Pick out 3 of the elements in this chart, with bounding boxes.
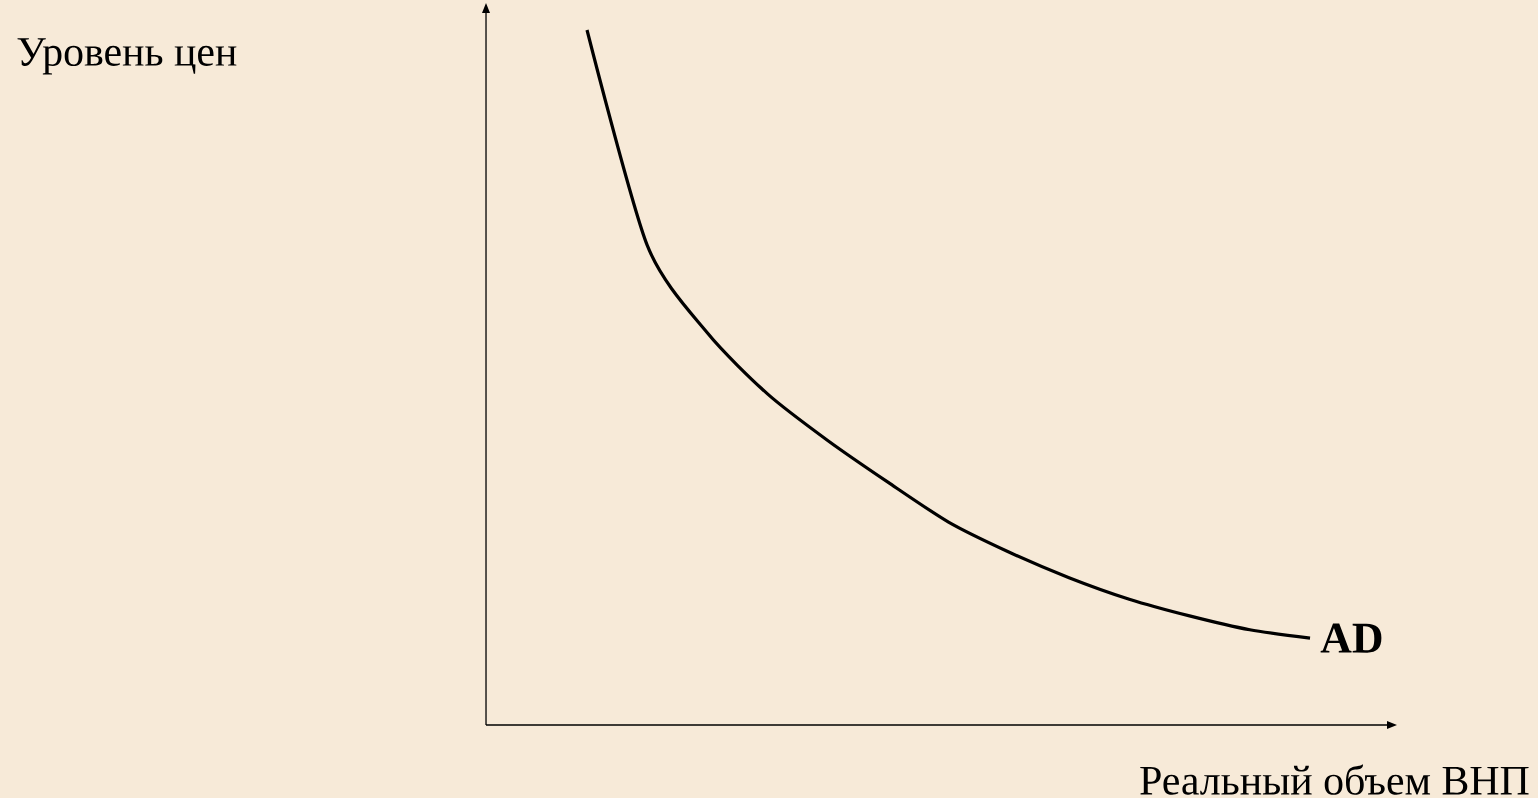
text: Уровень цен [17,38,237,75]
x-axis-title: Реальный объем ВНП [1140,764,1529,795]
series-label: AD [1320,623,1382,653]
